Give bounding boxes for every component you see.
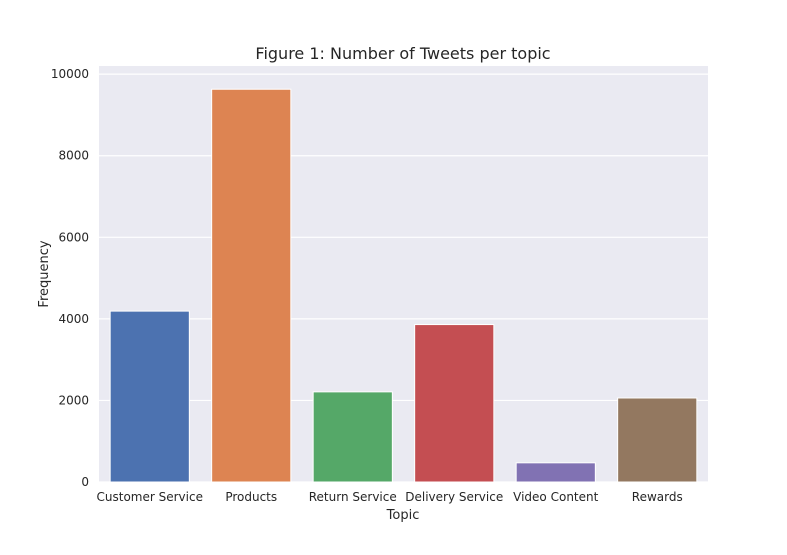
- x-tick-labels: Customer Service Products Return Service De…: [97, 490, 683, 504]
- bar-customer-service: [109, 310, 190, 483]
- y-tick-labels: 0 2000 4000 6000 8000 10000: [51, 67, 89, 489]
- x-tick-label: Products: [225, 490, 277, 504]
- bar-products: [211, 88, 292, 483]
- x-tick-label: Return Service: [309, 490, 397, 504]
- bar-rewards: [617, 397, 698, 483]
- y-tick-label: 4000: [58, 312, 89, 326]
- y-tick-label: 2000: [58, 393, 89, 407]
- plot-area: [99, 66, 708, 482]
- bar-return-service: [312, 391, 393, 483]
- grid-lines: [99, 73, 708, 483]
- bar-delivery-service: [414, 324, 495, 483]
- y-tick-label: 6000: [58, 230, 89, 244]
- y-tick-label: 8000: [58, 149, 89, 163]
- y-tick-label: 10000: [51, 67, 89, 81]
- y-tick-label: 0: [81, 475, 89, 489]
- x-tick-label: Rewards: [632, 490, 683, 504]
- x-axis-label: Topic: [386, 508, 420, 523]
- x-tick-label: Customer Service: [97, 490, 203, 504]
- x-tick-label: Video Content: [513, 490, 598, 504]
- bars: [109, 88, 698, 483]
- bar-video-content: [515, 462, 596, 483]
- x-tick-label: Delivery Service: [405, 490, 503, 504]
- y-axis-label: Frequency: [37, 240, 52, 307]
- chart-title: Figure 1: Number of Tweets per topic: [255, 44, 550, 63]
